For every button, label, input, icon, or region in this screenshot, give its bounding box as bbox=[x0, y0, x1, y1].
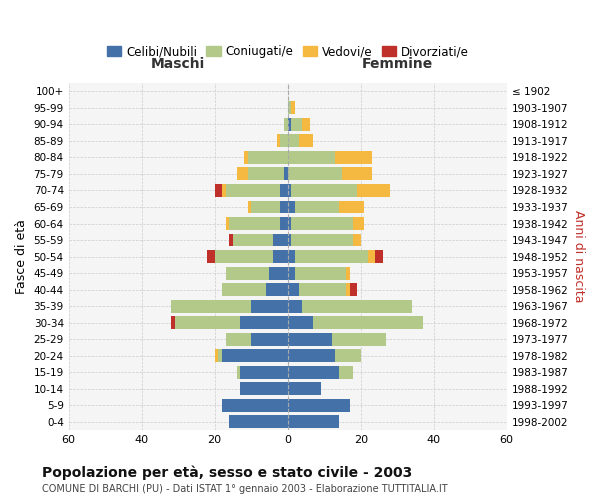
Bar bbox=[248, 151, 287, 164]
Bar bbox=[339, 366, 353, 378]
Bar bbox=[222, 283, 266, 296]
Y-axis label: Anni di nascita: Anni di nascita bbox=[572, 210, 585, 303]
Bar bbox=[240, 382, 287, 396]
Bar bbox=[353, 234, 361, 246]
Bar bbox=[269, 266, 287, 280]
Bar bbox=[215, 350, 218, 362]
Bar bbox=[357, 184, 390, 197]
Bar bbox=[284, 168, 287, 180]
Bar bbox=[273, 234, 287, 246]
Bar bbox=[233, 234, 273, 246]
Bar bbox=[236, 366, 240, 378]
Bar bbox=[295, 266, 346, 280]
Bar bbox=[287, 333, 331, 345]
Bar bbox=[287, 102, 292, 114]
Bar bbox=[222, 184, 226, 197]
Bar bbox=[313, 316, 423, 329]
Bar bbox=[208, 250, 215, 263]
Bar bbox=[226, 217, 229, 230]
Bar bbox=[287, 118, 292, 131]
Bar bbox=[287, 350, 335, 362]
Bar bbox=[287, 234, 292, 246]
Bar bbox=[287, 416, 339, 428]
Bar bbox=[287, 250, 295, 263]
Bar bbox=[292, 217, 353, 230]
Bar bbox=[292, 184, 357, 197]
Bar bbox=[248, 200, 251, 213]
Bar bbox=[343, 168, 371, 180]
Bar bbox=[222, 399, 287, 412]
Text: Femmine: Femmine bbox=[362, 58, 433, 71]
Bar bbox=[171, 300, 251, 312]
Bar bbox=[280, 217, 287, 230]
Bar bbox=[292, 234, 353, 246]
Bar bbox=[215, 184, 222, 197]
Bar bbox=[251, 300, 287, 312]
Bar bbox=[287, 217, 292, 230]
Bar bbox=[284, 118, 287, 131]
Bar bbox=[248, 168, 284, 180]
Bar bbox=[292, 102, 295, 114]
Bar bbox=[287, 168, 343, 180]
Bar bbox=[331, 333, 386, 345]
Bar bbox=[226, 184, 280, 197]
Bar bbox=[339, 200, 364, 213]
Bar bbox=[287, 399, 350, 412]
Bar bbox=[236, 168, 248, 180]
Bar bbox=[368, 250, 376, 263]
Bar bbox=[287, 366, 339, 378]
Bar bbox=[287, 316, 313, 329]
Bar bbox=[346, 283, 350, 296]
Bar bbox=[277, 134, 280, 147]
Bar bbox=[376, 250, 383, 263]
Bar bbox=[229, 217, 280, 230]
Bar bbox=[171, 316, 175, 329]
Bar bbox=[302, 300, 412, 312]
Bar bbox=[299, 283, 346, 296]
Y-axis label: Fasce di età: Fasce di età bbox=[15, 219, 28, 294]
Bar bbox=[251, 200, 280, 213]
Bar bbox=[287, 382, 320, 396]
Bar bbox=[229, 416, 287, 428]
Bar bbox=[287, 134, 299, 147]
Bar bbox=[335, 350, 361, 362]
Bar bbox=[353, 217, 364, 230]
Bar bbox=[287, 300, 302, 312]
Bar bbox=[226, 333, 251, 345]
Bar bbox=[266, 283, 287, 296]
Bar bbox=[280, 200, 287, 213]
Bar bbox=[251, 333, 287, 345]
Bar bbox=[335, 151, 371, 164]
Bar bbox=[287, 200, 295, 213]
Bar bbox=[295, 250, 368, 263]
Bar bbox=[295, 200, 339, 213]
Bar bbox=[218, 350, 222, 362]
Bar bbox=[292, 118, 302, 131]
Bar bbox=[226, 266, 269, 280]
Bar bbox=[240, 366, 287, 378]
Bar bbox=[287, 184, 292, 197]
Bar bbox=[229, 234, 233, 246]
Text: COMUNE DI BARCHI (PU) - Dati ISTAT 1° gennaio 2003 - Elaborazione TUTTITALIA.IT: COMUNE DI BARCHI (PU) - Dati ISTAT 1° ge… bbox=[42, 484, 448, 494]
Bar bbox=[287, 266, 295, 280]
Bar bbox=[350, 283, 357, 296]
Bar bbox=[280, 184, 287, 197]
Bar bbox=[222, 350, 287, 362]
Bar bbox=[280, 134, 287, 147]
Bar bbox=[287, 283, 299, 296]
Text: Maschi: Maschi bbox=[151, 58, 205, 71]
Legend: Celibi/Nubili, Coniugati/e, Vedovi/e, Divorziati/e: Celibi/Nubili, Coniugati/e, Vedovi/e, Di… bbox=[103, 40, 473, 62]
Bar bbox=[240, 316, 287, 329]
Bar bbox=[302, 118, 310, 131]
Bar bbox=[299, 134, 313, 147]
Bar bbox=[273, 250, 287, 263]
Bar bbox=[175, 316, 240, 329]
Bar bbox=[244, 151, 248, 164]
Bar bbox=[287, 151, 335, 164]
Bar bbox=[215, 250, 273, 263]
Bar bbox=[346, 266, 350, 280]
Text: Popolazione per età, sesso e stato civile - 2003: Popolazione per età, sesso e stato civil… bbox=[42, 466, 412, 480]
